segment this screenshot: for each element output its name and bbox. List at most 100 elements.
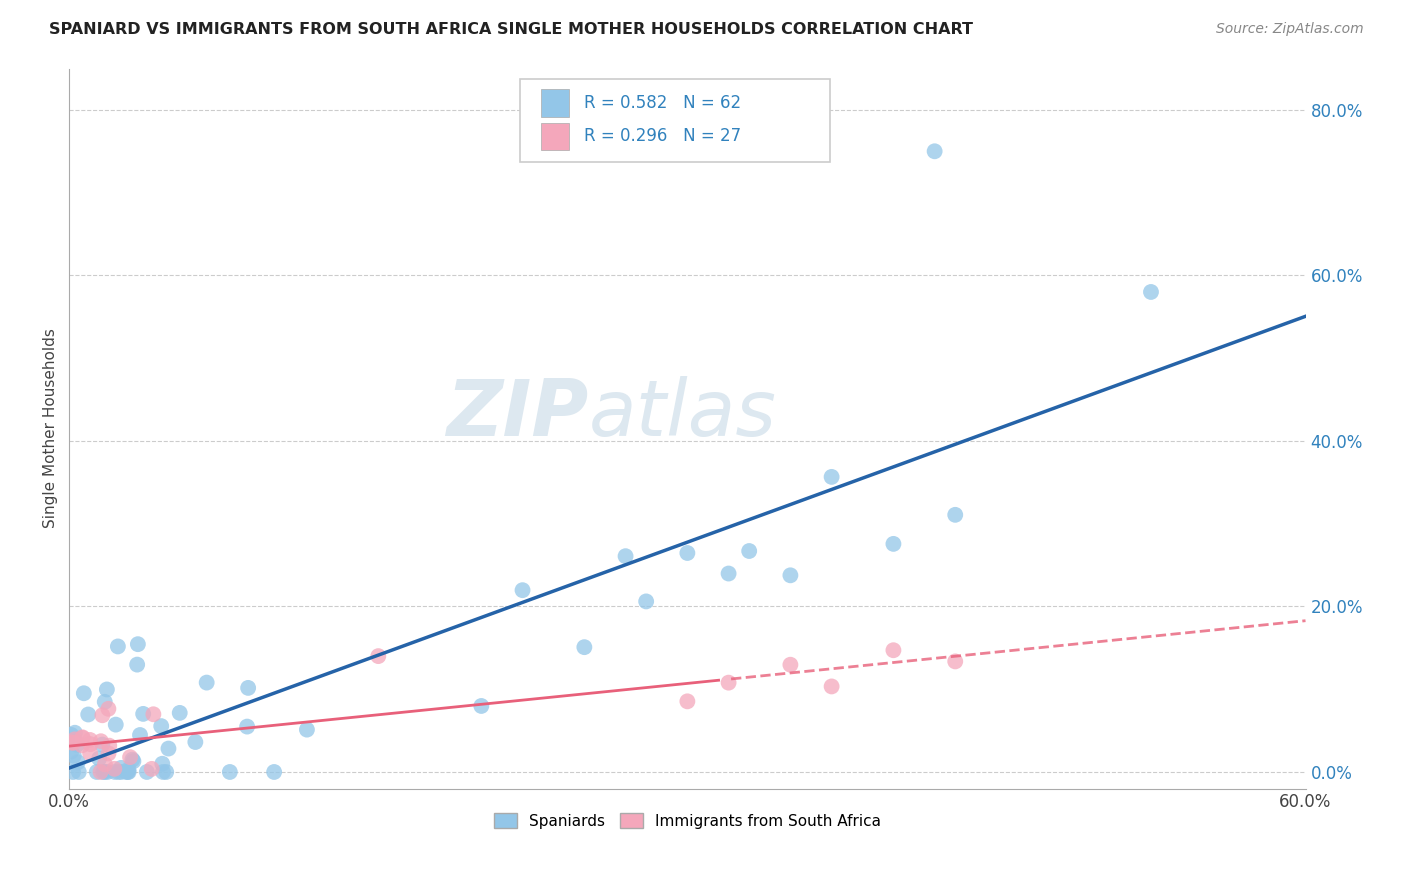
Point <box>150 756 173 771</box>
Point <box>574 640 596 655</box>
Point <box>150 719 173 733</box>
Point <box>91 708 114 723</box>
Point <box>97 702 120 716</box>
Point <box>63 725 86 739</box>
Point <box>820 680 842 694</box>
Point <box>90 734 112 748</box>
Point <box>122 754 145 768</box>
Point <box>107 764 129 779</box>
Point <box>89 751 111 765</box>
Point <box>169 706 191 720</box>
Point <box>60 735 83 749</box>
Point <box>94 764 117 779</box>
Point <box>820 470 842 484</box>
Point <box>97 747 120 761</box>
Point <box>717 675 740 690</box>
Point <box>218 764 240 779</box>
Point <box>104 717 127 731</box>
Point <box>676 546 699 560</box>
Point <box>184 735 207 749</box>
Text: R = 0.296   N = 27: R = 0.296 N = 27 <box>583 128 741 145</box>
Point <box>86 764 108 779</box>
Point <box>295 723 318 737</box>
Point <box>70 739 93 753</box>
Point <box>91 738 114 752</box>
Point <box>717 566 740 581</box>
Point <box>73 686 96 700</box>
Point <box>62 736 84 750</box>
Point <box>67 764 90 779</box>
Text: R = 0.582   N = 62: R = 0.582 N = 62 <box>583 94 741 112</box>
Point <box>141 762 163 776</box>
FancyBboxPatch shape <box>520 79 830 162</box>
Point <box>96 682 118 697</box>
Point <box>90 764 112 779</box>
Point <box>155 764 177 779</box>
Point <box>79 733 101 747</box>
Point <box>882 643 904 657</box>
Point <box>62 764 84 779</box>
Text: SPANIARD VS IMMIGRANTS FROM SOUTH AFRICA SINGLE MOTHER HOUSEHOLDS CORRELATION CH: SPANIARD VS IMMIGRANTS FROM SOUTH AFRICA… <box>49 22 973 37</box>
Point <box>263 764 285 779</box>
Point <box>121 753 143 767</box>
Point <box>120 750 142 764</box>
Point <box>1140 285 1163 299</box>
Point <box>66 756 89 770</box>
Point <box>63 732 86 747</box>
Point <box>62 748 84 763</box>
Point <box>924 145 946 159</box>
Point <box>79 737 101 751</box>
Point <box>110 761 132 775</box>
Point <box>72 731 94 745</box>
Point <box>236 681 259 695</box>
FancyBboxPatch shape <box>541 89 568 117</box>
Point <box>127 637 149 651</box>
Point <box>60 745 83 759</box>
Point <box>367 649 389 664</box>
Point <box>132 706 155 721</box>
Point <box>91 764 114 779</box>
Point <box>779 568 801 582</box>
Point <box>129 728 152 742</box>
Point <box>110 764 132 779</box>
Y-axis label: Single Mother Households: Single Mother Households <box>44 328 58 528</box>
Point <box>117 764 139 779</box>
Point <box>117 763 139 777</box>
Point <box>118 764 141 779</box>
Point <box>195 675 218 690</box>
Point <box>142 707 165 722</box>
Point <box>882 537 904 551</box>
Point <box>943 508 966 522</box>
Point <box>157 741 180 756</box>
Point <box>614 549 637 564</box>
Point <box>676 694 699 708</box>
Text: atlas: atlas <box>589 376 776 452</box>
Point <box>152 764 174 779</box>
Point <box>72 731 94 745</box>
Point <box>779 657 801 672</box>
Point <box>470 698 492 713</box>
Point <box>98 739 121 753</box>
Point <box>103 762 125 776</box>
Point <box>512 583 534 598</box>
Point <box>66 738 89 752</box>
Point <box>96 764 118 779</box>
Point <box>236 720 259 734</box>
Point <box>107 640 129 654</box>
Legend: Spaniards, Immigrants from South Africa: Spaniards, Immigrants from South Africa <box>488 806 887 835</box>
Text: ZIP: ZIP <box>446 376 589 452</box>
Point <box>135 764 157 779</box>
Point <box>636 594 658 608</box>
Point <box>94 757 117 772</box>
Point <box>115 764 138 779</box>
Point <box>738 544 761 558</box>
Point <box>77 707 100 722</box>
Point <box>79 747 101 761</box>
Point <box>104 764 127 779</box>
FancyBboxPatch shape <box>541 122 568 150</box>
Point <box>127 657 149 672</box>
Point <box>93 695 115 709</box>
Point <box>60 728 83 742</box>
Point <box>943 654 966 668</box>
Text: Source: ZipAtlas.com: Source: ZipAtlas.com <box>1216 22 1364 37</box>
